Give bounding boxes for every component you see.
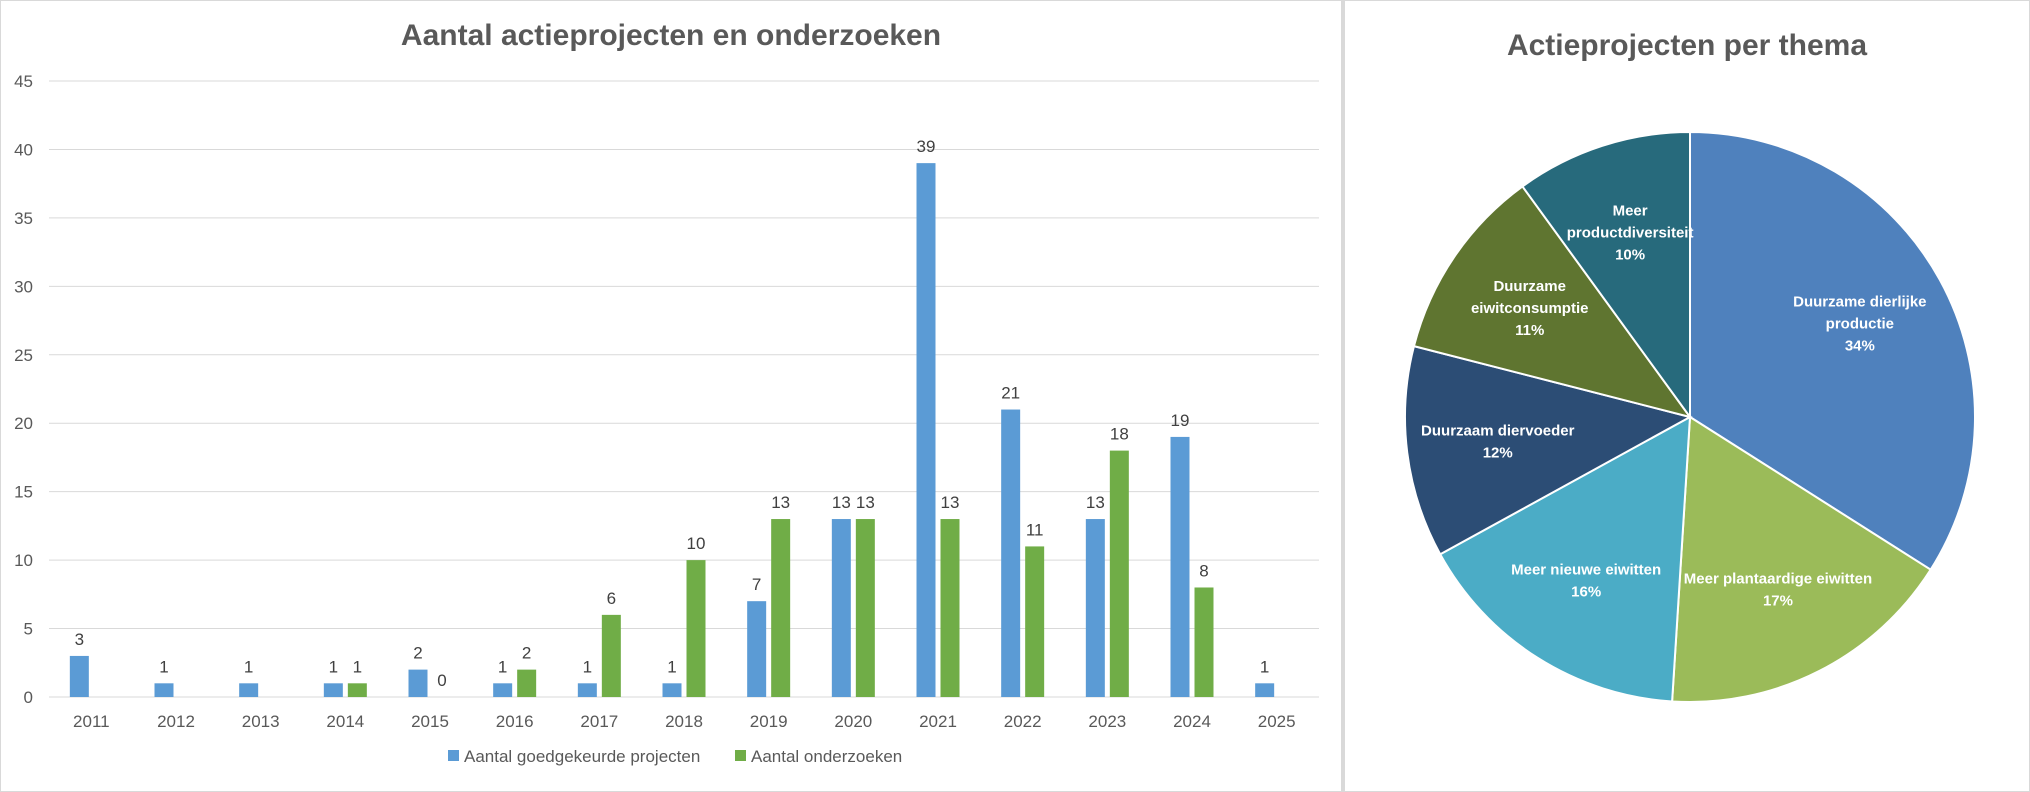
pie-slice: [1689, 130, 1976, 572]
data-label: 1: [583, 657, 592, 676]
data-label: 18: [1110, 425, 1129, 444]
legend-label: Aantal onderzoeken: [751, 747, 902, 766]
y-tick-label: 25: [14, 346, 33, 365]
slice-label: Duurzame eiwitconsumptie 11%: [1471, 278, 1589, 339]
y-tick-label: 5: [24, 620, 33, 639]
bar: [1170, 436, 1190, 697]
data-label: 10: [687, 534, 706, 553]
data-label: 13: [1086, 493, 1105, 512]
legend-swatch: [448, 750, 459, 761]
y-tick-label: 20: [14, 414, 33, 433]
x-tick-label: 2015: [411, 712, 449, 731]
bar-chart-panel: Aantal actieprojecten en onderzoeken 0 5 1…: [0, 0, 1342, 792]
data-label: 1: [159, 657, 168, 676]
data-label: 1: [498, 657, 507, 676]
slice-label: Duurzaam diervoeder 12%: [1421, 422, 1575, 461]
bar: [493, 683, 513, 697]
data-label: 13: [941, 493, 960, 512]
slice-label: Meer nieuwe eiwitten 16%: [1511, 562, 1661, 601]
x-tick-label: 2022: [1004, 712, 1042, 731]
slice-label: Meer productdiversiteit 10%: [1567, 203, 1694, 264]
bar: [1085, 519, 1105, 697]
data-label: 1: [1260, 657, 1269, 676]
bar: [517, 669, 537, 697]
data-label: 39: [917, 137, 936, 156]
bar: [69, 655, 89, 697]
bar: [916, 163, 936, 698]
data-label: 1: [329, 657, 338, 676]
pie-chart-title: Actieprojecten per thema: [1506, 29, 1868, 62]
y-tick-label: 0: [24, 688, 33, 707]
bar: [347, 683, 367, 697]
x-tick-label: 2021: [919, 712, 957, 731]
bar: [1025, 546, 1045, 697]
data-label: 13: [856, 493, 875, 512]
pie-slice: [1404, 344, 1693, 556]
y-tick-label: 45: [14, 72, 33, 91]
data-label: 21: [1001, 384, 1020, 403]
bar: [662, 683, 682, 697]
slice-label: Duurzame dierlijke productie 34%: [1793, 294, 1926, 355]
data-label: 11: [1026, 520, 1044, 539]
data-label: 3: [75, 630, 84, 649]
data-label: 1: [244, 657, 253, 676]
y-tick-label: 30: [14, 277, 33, 296]
x-tick-label: 2017: [580, 712, 618, 731]
bar: [601, 614, 621, 697]
bar: [1001, 409, 1021, 697]
y-tick-label: 10: [14, 551, 33, 570]
data-label: 6: [607, 589, 616, 608]
pie-chart: Duurzame dierlijke productie 34% Meer plant…: [1404, 130, 1976, 703]
x-tick-label: 2024: [1173, 712, 1211, 731]
data-label: 7: [752, 575, 761, 594]
x-tick-label: 2012: [157, 712, 195, 731]
pie-slice: [1412, 185, 1693, 419]
pie-slice: [1671, 415, 1933, 703]
bar: [1109, 450, 1129, 697]
bar: [154, 683, 174, 697]
bar-chart-title: Aantal actieprojecten en onderzoeken: [400, 19, 942, 52]
x-tick-label: 2023: [1088, 712, 1126, 731]
y-tick-label: 40: [14, 140, 33, 159]
x-tick-label: 2016: [496, 712, 534, 731]
x-tick-label: 2011: [73, 712, 110, 731]
x-tick-label: 2018: [665, 712, 703, 731]
bar: [323, 683, 343, 697]
data-label: 2: [413, 644, 422, 663]
x-tick-label: 2013: [242, 712, 280, 731]
pie-chart-panel: Actieprojecten per thema Duurzame dierli…: [1342, 0, 2030, 792]
data-label: 1: [667, 657, 676, 676]
bar: [747, 601, 767, 697]
bar: [1194, 587, 1214, 697]
bar: [577, 683, 597, 697]
x-tick-label: 2020: [834, 712, 872, 731]
bar: [239, 683, 259, 697]
bar: [686, 560, 706, 697]
legend-label: Aantal goedgekeurde projecten: [464, 747, 700, 766]
slice-label: Meer plantaardige eiwitten 17%: [1684, 571, 1872, 610]
y-tick-label: 35: [14, 209, 33, 228]
data-label: 19: [1171, 411, 1190, 430]
y-tick-label: 15: [14, 483, 33, 502]
x-tick-label: 2025: [1258, 712, 1296, 731]
bar: [831, 519, 851, 697]
bar: [771, 519, 791, 697]
bar: [940, 519, 960, 697]
bar: [1255, 683, 1275, 697]
data-label: 13: [832, 493, 851, 512]
bar: [855, 519, 875, 697]
data-label: 13: [771, 493, 790, 512]
bar: [408, 669, 428, 697]
legend-swatch: [735, 750, 746, 761]
data-label: 1: [353, 657, 362, 676]
data-label: 0: [437, 671, 446, 690]
data-label: 8: [1199, 561, 1208, 580]
pie-slice: [1438, 415, 1692, 703]
pie-slice: [1521, 130, 1691, 421]
data-label: 2: [522, 644, 531, 663]
x-tick-label: 2019: [750, 712, 788, 731]
x-tick-label: 2014: [326, 712, 364, 731]
